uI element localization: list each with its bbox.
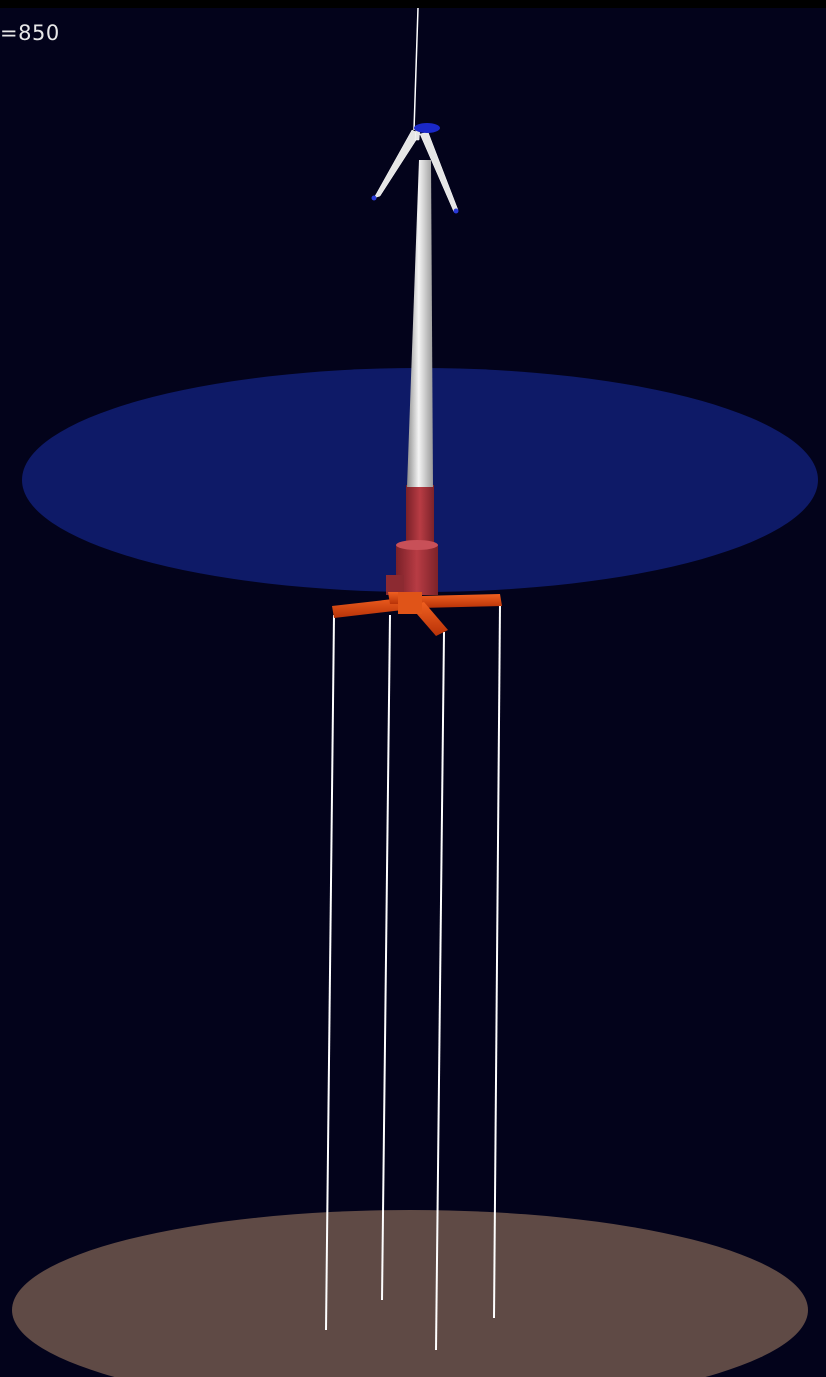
turbine-tower xyxy=(407,160,433,487)
tether-3 xyxy=(435,631,445,1351)
window-top-strip xyxy=(0,0,826,8)
pontoon-arms xyxy=(332,592,502,636)
tether-1 xyxy=(325,614,335,1331)
seabed-disk xyxy=(12,1210,808,1377)
rotor-blade-left xyxy=(373,129,421,199)
spar-buoy xyxy=(386,485,438,595)
tether-4 xyxy=(493,603,501,1319)
frame-counter-label: =850 xyxy=(0,21,60,45)
tether-2 xyxy=(381,614,391,1301)
rotor-axis-line xyxy=(413,7,419,131)
rotor-blades xyxy=(373,127,459,213)
tension-leg-tethers xyxy=(325,603,501,1351)
rotor-hub xyxy=(371,123,459,214)
